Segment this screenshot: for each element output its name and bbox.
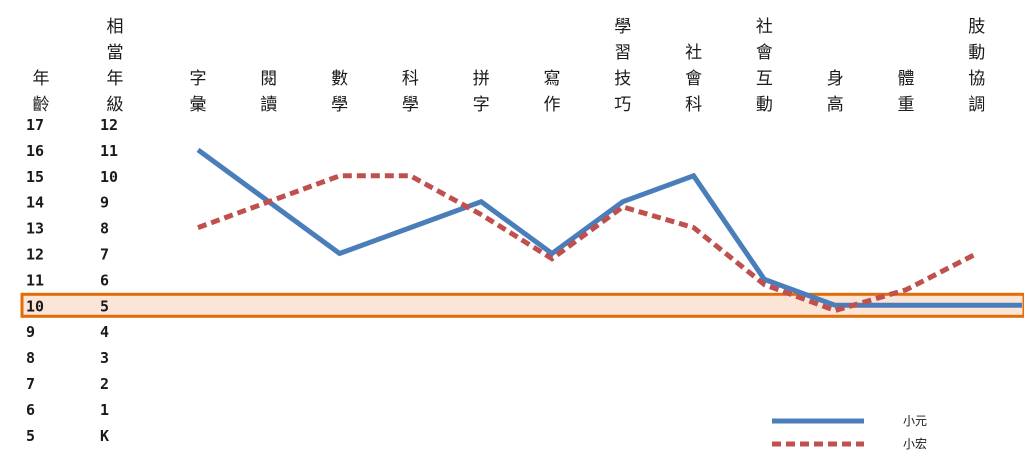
category-header-0-char: 字 [190, 69, 207, 89]
category-header-5-char: 寫 [544, 69, 561, 89]
grade-tick-label: 4 [100, 323, 109, 341]
category-header-1-char: 閱 [260, 69, 277, 89]
series-line-0 [196, 147, 1022, 308]
age-column-header-char: 齡 [33, 95, 50, 115]
legend-label-0: 小元 [903, 414, 927, 428]
age-tick-label: 10 [26, 297, 44, 315]
category-header-9-char: 高 [827, 95, 844, 115]
series-layer [196, 147, 1022, 314]
grade-tick-label: 6 [100, 271, 109, 289]
age-tick-label: 8 [26, 349, 35, 367]
category-header-4-char: 字 [473, 95, 490, 115]
series-line-1 [197, 173, 978, 314]
category-header-11-char: 動 [968, 43, 985, 63]
category-header-8-char: 動 [756, 95, 773, 115]
legend-label-1: 小宏 [903, 436, 927, 451]
category-header-10-char: 重 [898, 95, 915, 115]
category-header-8-char: 社 [756, 17, 773, 37]
category-header-8-char: 互 [756, 69, 773, 89]
grade-tick-label: 2 [100, 375, 109, 393]
category-header-7-char: 會 [685, 69, 702, 89]
grade-tick-label: 10 [100, 168, 118, 186]
category-header-6-char: 巧 [614, 95, 631, 115]
grade-column-header-char: 當 [107, 43, 124, 63]
category-header-3-char: 學 [402, 95, 419, 115]
highlight-band-layer [20, 292, 1024, 318]
category-header-4-char: 拼 [473, 69, 490, 89]
age-tick-label: 6 [26, 401, 35, 419]
age-tick-label: 5 [26, 427, 35, 445]
reference-age-highlight [20, 292, 1024, 318]
grade-column-header-char: 相 [107, 17, 124, 37]
grade-tick-label: 8 [100, 220, 109, 238]
age-tick-label: 9 [26, 323, 35, 341]
grade-tick-label: K [100, 427, 109, 445]
category-header-6-char: 技 [614, 69, 631, 89]
age-column-header-char: 年 [33, 69, 50, 89]
grade-tick-label: 11 [100, 142, 118, 160]
category-header-11-char: 肢 [968, 17, 985, 37]
age-tick-label: 15 [26, 168, 44, 186]
category-header-7-char: 科 [685, 95, 702, 115]
category-header-2-char: 數 [331, 69, 348, 89]
grade-tick-label: 5 [100, 297, 109, 315]
category-header-1-char: 讀 [260, 95, 277, 115]
age-tick-label: 14 [26, 194, 44, 212]
age-tick-label: 12 [26, 246, 44, 264]
category-header-7-char: 社 [685, 43, 702, 63]
grade-tick-label: 1 [100, 401, 109, 419]
age-tick-label: 11 [26, 271, 44, 289]
category-header-2-char: 學 [331, 95, 348, 115]
grade-tick-label: 3 [100, 349, 109, 367]
grade-tick-label: 7 [100, 246, 109, 264]
grade-column-header-char: 年 [107, 69, 124, 89]
category-header-6-char: 學 [614, 17, 631, 37]
category-header-5-char: 作 [544, 95, 561, 115]
grade-tick-label: 12 [100, 116, 118, 134]
category-header-10-char: 體 [898, 69, 915, 89]
category-header-9-char: 身 [827, 69, 844, 89]
category-header-6-char: 習 [614, 43, 631, 63]
category-header-8-char: 會 [756, 43, 773, 63]
age-tick-label: 17 [26, 116, 44, 134]
category-header-11-char: 協 [968, 69, 985, 89]
grade-column-header-char: 級 [107, 95, 124, 115]
age-tick-label: 13 [26, 220, 44, 238]
category-header-3-char: 科 [402, 69, 419, 89]
grade-tick-label: 9 [100, 194, 109, 212]
age-tick-label: 7 [26, 375, 35, 393]
category-header-0-char: 彙 [190, 95, 207, 115]
category-header-11-char: 調 [968, 95, 985, 115]
age-tick-label: 16 [26, 142, 44, 160]
